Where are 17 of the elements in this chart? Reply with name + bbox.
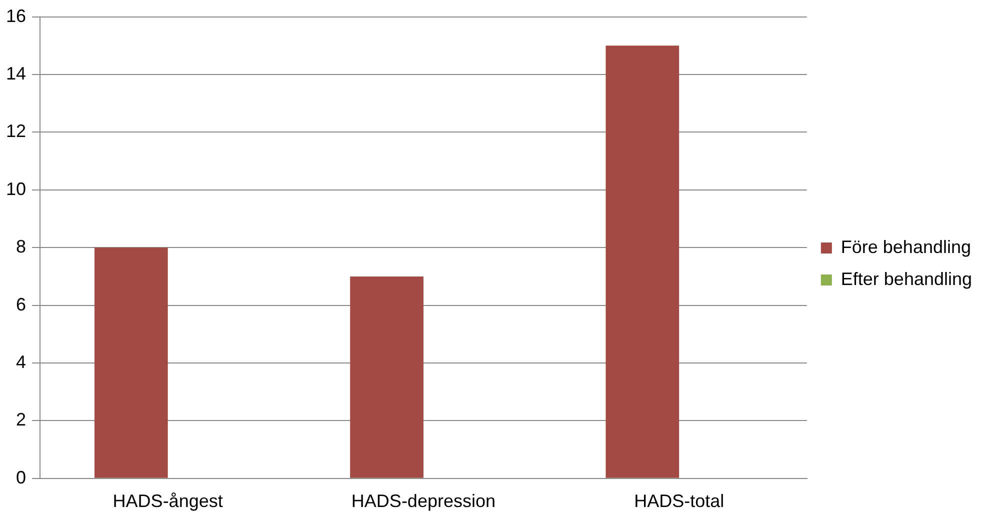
y-tick-label: 10	[6, 178, 26, 199]
x-tick-label: HADS-depression	[351, 491, 496, 512]
y-tick-label: 0	[16, 467, 26, 488]
y-tick-label: 12	[6, 121, 26, 142]
y-tick-label: 8	[16, 236, 26, 257]
y-tick-label: 16	[6, 6, 26, 26]
x-tick-label: HADS-ångest	[112, 491, 223, 512]
bar	[350, 276, 424, 478]
y-tick-label: 14	[6, 63, 26, 84]
bar	[606, 46, 680, 478]
y-tick-label: 2	[16, 410, 26, 430]
bar	[94, 248, 168, 478]
legend-label: Före behandling	[840, 236, 972, 257]
y-tick-label: 6	[16, 294, 26, 314]
x-tick-label: HADS-total	[634, 491, 724, 512]
y-tick-label: 4	[16, 352, 26, 372]
legend-label: Efter behandling	[840, 268, 972, 289]
